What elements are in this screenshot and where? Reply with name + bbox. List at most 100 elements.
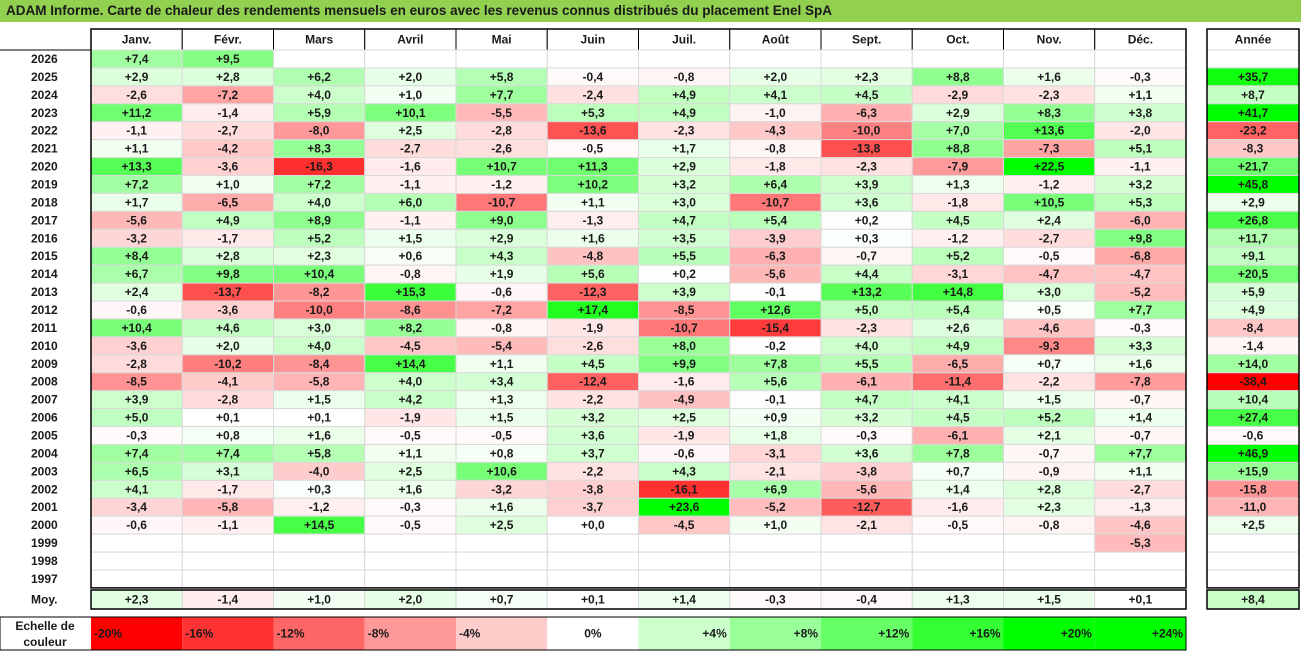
heatmap-cell (729, 49, 822, 69)
heatmap-cell-value: -5,2 (1130, 285, 1151, 299)
heatmap-cell-value: -10,0 (305, 303, 333, 317)
average-year-cell (1206, 589, 1300, 610)
heatmap-cell-value: -7,2 (491, 303, 512, 317)
chart-title: ADAM Informe. Carte de chaleur des rende… (0, 0, 1301, 22)
heatmap-cell-value: +10,6 (486, 464, 517, 478)
heatmap-cell-value: +4,5 (581, 357, 605, 371)
heatmap-cell (273, 551, 366, 571)
heatmap-cell (820, 49, 913, 69)
heatmap-cell-value: +2,9 (672, 160, 696, 174)
year-total-value: +20,5 (1238, 267, 1269, 281)
heatmap-cell-value: +1,6 (1129, 357, 1153, 371)
year-total-value: -0,6 (1243, 428, 1264, 442)
heatmap-cell-value: -13,7 (214, 285, 242, 299)
heatmap-cell-value: -0,8 (400, 267, 421, 281)
heatmap-cell (911, 49, 1004, 69)
heatmap-cell-value: -4,2 (218, 142, 239, 156)
scale-stop-label: +24% (1152, 627, 1183, 641)
heatmap-cell-value: +1,6 (490, 500, 514, 514)
heatmap-cell-value: +10,4 (304, 267, 335, 281)
heatmap-cell-value: +14,8 (943, 285, 974, 299)
heatmap-cell-value: +1,0 (216, 177, 240, 191)
heatmap-cell-value: +0,3 (307, 482, 331, 496)
heatmap-cell-value: -3,4 (126, 500, 147, 514)
heatmap-cell-value: +1,1 (490, 357, 514, 371)
heatmap-cell-value: +1,7 (672, 142, 696, 156)
heatmap-cell (273, 569, 366, 589)
heatmap-cell-value: +0,1 (216, 411, 240, 425)
heatmap-cell-value: -1,4 (218, 106, 239, 120)
year-column-frame (1206, 28, 1300, 589)
year-total-value: +9,1 (1241, 249, 1265, 263)
heatmap-cell (546, 49, 639, 69)
heatmap-cell-value: +7,7 (1129, 303, 1153, 317)
heatmap-cell-value: +9,5 (216, 52, 240, 66)
heatmap-cell-value: -4,0 (309, 464, 330, 478)
heatmap-cell-value: -1,1 (400, 213, 421, 227)
year-total-value: +10,4 (1238, 393, 1269, 407)
heatmap-cell-value: -16,1 (670, 482, 698, 496)
heatmap-cell-value: +1,5 (1037, 393, 1061, 407)
row-year-label: 2017 (31, 213, 58, 227)
heatmap-cell-value: +8,4 (125, 249, 149, 263)
heatmap-cell-value: -0,9 (1039, 464, 1060, 478)
heatmap-cell-value: +7,4 (125, 52, 149, 66)
heatmap-cell (1003, 569, 1096, 589)
heatmap-cell-value: -0,5 (491, 428, 512, 442)
heatmap-cell-value: -0,1 (765, 393, 786, 407)
year-total-value: +2,5 (1241, 518, 1265, 532)
average-cell-value: +0,7 (490, 593, 514, 607)
heatmap-cell-value: +0,2 (855, 213, 879, 227)
heatmap-cell-value: +3,5 (672, 231, 696, 245)
heatmap-cell-value: -4,1 (218, 375, 239, 389)
heatmap-cell (181, 551, 274, 571)
heatmap-cell-value: -0,6 (126, 303, 147, 317)
row-year-label: 2013 (31, 285, 58, 299)
heatmap-cell-value: +5,8 (307, 446, 331, 460)
heatmap-cell-value: +9,0 (490, 213, 514, 227)
heatmap-cell-value: -0,8 (1039, 518, 1060, 532)
heatmap-cell-value: -10,0 (853, 124, 881, 138)
heatmap-cell-value: +9,8 (1129, 231, 1153, 245)
heatmap-cell-value: +7,7 (1129, 446, 1153, 460)
heatmap-cell-value: +3,8 (1129, 106, 1153, 120)
heatmap-cell (90, 533, 183, 553)
heatmap-cell-value: +4,3 (490, 249, 514, 263)
heatmap-cell-value: +10,5 (1034, 195, 1065, 209)
heatmap-cell-value: -4,7 (1130, 267, 1151, 281)
heatmap-cell-value: -1,6 (674, 375, 695, 389)
heatmap-cell-value: -1,8 (948, 195, 969, 209)
heatmap-cell-value: +1,5 (490, 411, 514, 425)
heatmap-cell (911, 533, 1004, 553)
heatmap-cell-value: +3,9 (125, 393, 149, 407)
year-total-value: +4,9 (1241, 303, 1265, 317)
heatmap-cell-value: +3,9 (672, 285, 696, 299)
heatmap-cell-value: +4,5 (946, 213, 970, 227)
month-grid-frame (90, 28, 1187, 589)
year-total-cell (1206, 533, 1300, 553)
heatmap-cell-value: -6,1 (856, 375, 877, 389)
heatmap-cell-value: +5,9 (307, 106, 331, 120)
heatmap-cell-value: +7,4 (125, 446, 149, 460)
heatmap-cell-value: +5,1 (1129, 142, 1153, 156)
heatmap-cell-value: +2,5 (399, 124, 423, 138)
average-cell-value: +1,4 (672, 593, 696, 607)
row-year-label: 2007 (31, 393, 58, 407)
heatmap-cell (546, 551, 639, 571)
heatmap-cell-value: +2,6 (946, 321, 970, 335)
average-cell-value: -0,4 (856, 593, 877, 607)
heatmap-cell-value: -1,6 (400, 160, 421, 174)
average-cell-value: +1,0 (307, 593, 331, 607)
heatmap-cell-value: -1,2 (1039, 177, 1060, 191)
heatmap-cell-value: +5,2 (307, 231, 331, 245)
heatmap-cell-value: -2,1 (856, 518, 877, 532)
heatmap-cell-value: -3,8 (583, 482, 604, 496)
row-year-label: 2025 (31, 70, 58, 84)
heatmap-cell (729, 551, 822, 571)
heatmap-cell-value: +3,6 (581, 428, 605, 442)
heatmap-cell-value: -0,2 (765, 339, 786, 353)
heatmap-cell-value: -3,2 (126, 231, 147, 245)
heatmap-cell-value: +5,6 (581, 267, 605, 281)
heatmap-cell-value: +7,0 (946, 124, 970, 138)
